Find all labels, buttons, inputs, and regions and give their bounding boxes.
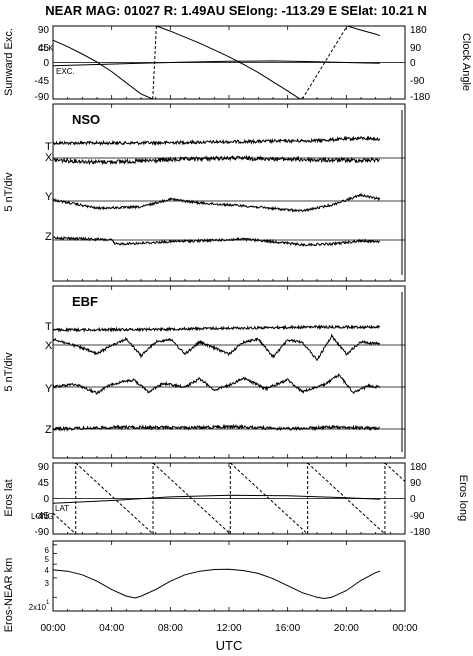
longitude-segment [75, 462, 154, 535]
annotation-exc: EXC. [56, 67, 75, 76]
series-exc-line [52, 60, 381, 67]
series-clk-line [346, 25, 381, 37]
ebf-trace-y [52, 373, 381, 395]
nso-trace-y [52, 192, 381, 213]
right-tick-180: 180 [410, 25, 427, 36]
nso-trace-z [53, 235, 380, 247]
ebf-trace-t [52, 324, 381, 334]
left-tick-0: 0 [43, 494, 49, 505]
longitude-segment [52, 512, 77, 535]
ylabel-ebf: 5 nT/div [3, 352, 15, 392]
right-tick-m90: -90 [410, 76, 425, 87]
x-axis: 00:00 04:00 08:00 12:00 16:00 20:00 00:00 [40, 26, 418, 634]
nso-trace-t [52, 135, 381, 147]
annotation-clk: CLK [38, 44, 54, 53]
range-tick-6: 6 [45, 546, 50, 555]
ebf-trace-z [52, 423, 380, 433]
right-tick-90: 90 [410, 43, 422, 54]
trace-label-t: T [45, 141, 52, 153]
panel-sunward-traces [52, 25, 381, 100]
left-tick-45: 45 [38, 43, 50, 54]
left-tick-90: 90 [38, 462, 50, 473]
annotation-lat: LAT [55, 504, 69, 513]
ylabel-nso: 5 nT/div [3, 172, 15, 212]
right-tick-m90: -90 [410, 511, 425, 522]
range-tick-3: 3 [45, 579, 50, 588]
ylabel-right: Clock Angle [460, 33, 472, 91]
trace-label-z: Z [45, 424, 52, 436]
trace-label-x: X [45, 340, 53, 352]
x-tick-label: 12:00 [216, 623, 241, 634]
x-tick-label: 16:00 [275, 623, 300, 634]
plot-title: NEAR MAG: 01027 R: 1.49AU SElong: -113.2… [45, 3, 426, 18]
trace-label-x: X [45, 152, 53, 164]
right-tick-0: 0 [410, 494, 416, 505]
ebf-trace-x [52, 333, 381, 362]
x-tick-label: 20:00 [334, 623, 359, 634]
panel-label-nso: NSO [72, 112, 100, 127]
range-tick-exponent: 1 [46, 600, 50, 606]
range-tick-4: 4 [45, 566, 50, 575]
annotation-long: LONG [31, 512, 54, 521]
left-tick-m90: -90 [35, 527, 50, 538]
latitude-line [52, 494, 381, 504]
panel-ebf: EBF 5 nT/div T X Y Z [3, 285, 406, 459]
longitude-segment [229, 462, 308, 535]
right-tick-0: 0 [410, 58, 416, 69]
left-tick-m45: -45 [35, 511, 50, 522]
left-tick-0: 0 [43, 58, 49, 69]
range-line [52, 568, 381, 600]
panel-sunward-clock: Sunward Exc. Clock Angle 90 45 0 -45 -90… [3, 25, 472, 103]
ylabel-range: Eros-NEAR km [3, 558, 15, 633]
left-tick-m90: -90 [35, 92, 50, 103]
panel-frame [52, 285, 406, 459]
panel-range-traces [52, 544, 381, 600]
panel-label-ebf: EBF [72, 294, 98, 309]
panel-eros-traces [52, 462, 406, 535]
longitude-segment [307, 462, 386, 535]
panel-frame [52, 540, 406, 612]
left-tick-90: 90 [38, 25, 50, 36]
trace-label-t: T [45, 321, 52, 333]
ylabel-left: Sunward Exc. [3, 28, 15, 96]
panel-eros-lat-long: Eros lat Eros long 90 45 0 -45 -90 180 9… [3, 462, 469, 538]
x-axis-label: UTC [216, 638, 243, 653]
right-tick-m180: -180 [410, 92, 430, 103]
x-tick-label: 00:00 [40, 623, 65, 634]
left-tick-45: 45 [38, 478, 50, 489]
panel-frame [52, 103, 406, 282]
panel-eros-near-km: Eros-NEAR km 6 5 4 3 2x10 1 [3, 540, 406, 633]
x-tick-label: 08:00 [158, 623, 183, 634]
longitude-segment [384, 462, 406, 482]
left-tick-m45: -45 [35, 76, 50, 87]
panel-nso: NSO 5 nT/div T X Y Z [3, 103, 406, 282]
x-tick-label: 04:00 [99, 623, 124, 634]
series-clk-line [52, 39, 153, 100]
ylabel-left: Eros lat [3, 479, 15, 516]
x-tick-label: 00:00 [392, 623, 417, 634]
panel-ebf-traces [52, 292, 403, 452]
right-tick-m180: -180 [410, 527, 430, 538]
right-tick-180: 180 [410, 462, 427, 473]
panel-nso-traces [52, 110, 403, 275]
trace-label-z: Z [45, 231, 52, 243]
longitude-segment [152, 462, 231, 535]
series-clk-line [156, 25, 303, 100]
ylabel-right: Eros long [457, 475, 469, 521]
right-tick-90: 90 [410, 478, 422, 489]
range-tick-2: 2x10 [29, 603, 47, 612]
trace-label-y: Y [45, 191, 53, 203]
nso-trace-x [53, 154, 380, 166]
trace-label-y: Y [45, 383, 53, 395]
range-tick-5: 5 [45, 555, 50, 564]
wrap-jump-line [301, 25, 348, 100]
